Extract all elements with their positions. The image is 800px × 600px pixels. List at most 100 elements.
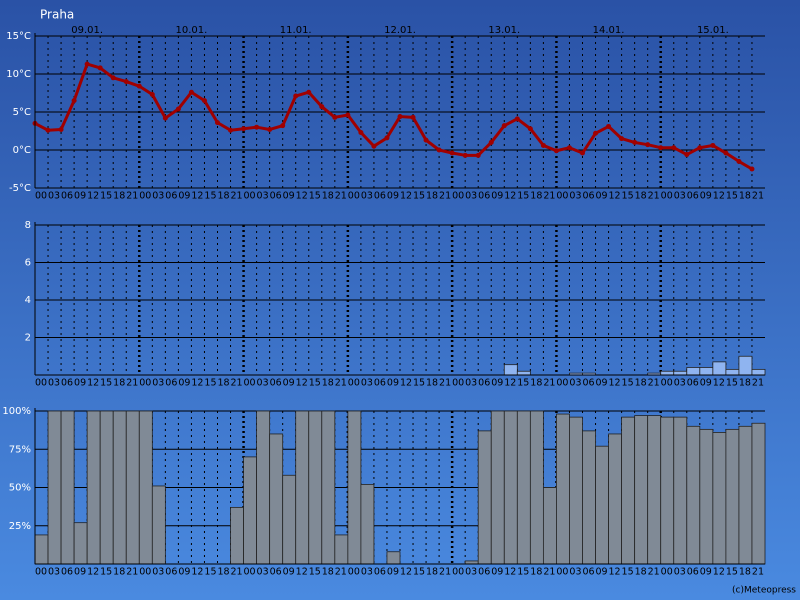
x-tick-label: 06 (374, 378, 386, 389)
bar (725, 368, 740, 376)
day-label: 13.01. (488, 25, 520, 36)
x-tick-label: 15 (517, 567, 529, 578)
x-tick-label: 18 (322, 567, 334, 578)
x-tick-label: 12 (191, 378, 203, 389)
point (501, 123, 507, 129)
x-tick-label: 03 (465, 378, 477, 389)
bar (595, 445, 609, 565)
x-tick-label: 12 (87, 191, 99, 202)
bar (360, 484, 375, 565)
y-tick-label: 6 (25, 258, 31, 269)
bar (712, 361, 727, 376)
bar (47, 410, 62, 565)
x-tick-label: 00 (348, 378, 360, 389)
x-tick-label: 06 (582, 567, 594, 578)
credit: (c)Meteopress (732, 586, 796, 596)
point (136, 83, 142, 89)
x-tick-label: 00 (35, 378, 47, 389)
x-tick-label: 09 (178, 567, 190, 578)
x-tick-label: 00 (35, 191, 47, 202)
x-tick-label: 00 (661, 567, 673, 578)
x-tick-label: 09 (595, 191, 607, 202)
x-tick-label: 12 (191, 567, 203, 578)
x-tick-label: 03 (152, 378, 164, 389)
x-tick-label: 06 (374, 567, 386, 578)
point (488, 139, 494, 145)
point (319, 104, 325, 110)
point (580, 150, 585, 156)
bar (686, 367, 701, 376)
bar (112, 410, 127, 565)
x-tick-label: 03 (48, 567, 60, 578)
bar (699, 367, 714, 376)
x-tick-label: 21 (439, 191, 451, 202)
x-tick-label: 15 (413, 378, 425, 389)
x-tick-label: 03 (569, 378, 581, 389)
bar (556, 413, 570, 565)
x-tick-label: 00 (556, 378, 568, 389)
x-tick-label: 00 (556, 191, 568, 202)
x-tick-label: 00 (661, 378, 673, 389)
x-tick-label: 03 (152, 567, 164, 578)
day-label: 15.01. (697, 25, 729, 36)
bar (569, 416, 583, 565)
x-tick-label: 12 (504, 191, 516, 202)
bar (321, 410, 336, 565)
x-tick-label: 09 (387, 567, 399, 578)
bar (738, 355, 753, 376)
point (697, 145, 703, 151)
x-tick-label: 03 (674, 378, 686, 389)
x-tick-label: 15 (100, 191, 112, 202)
x-tick-label: 12 (609, 567, 621, 578)
x-tick-label: 06 (165, 567, 177, 578)
x-tick-label: 06 (687, 378, 699, 389)
point (397, 114, 403, 120)
x-tick-label: 06 (61, 191, 73, 202)
x-tick-label: 21 (648, 567, 660, 578)
point (175, 106, 181, 112)
bar (477, 430, 492, 565)
x-tick-label: 03 (48, 378, 60, 389)
bar (738, 425, 753, 565)
chart-title: Praha (40, 8, 74, 22)
x-tick-label: 18 (113, 567, 125, 578)
x-tick-label: 12 (713, 191, 725, 202)
bar (86, 410, 101, 565)
x-tick-label: 21 (126, 191, 138, 202)
x-tick-label: 18 (217, 567, 229, 578)
point (645, 142, 651, 148)
x-tick-label: 21 (648, 378, 660, 389)
bar (295, 410, 310, 565)
x-tick-label: 18 (739, 378, 751, 389)
x-tick-label: 12 (609, 191, 621, 202)
x-tick-label: 15 (309, 378, 321, 389)
x-tick-label: 09 (283, 378, 295, 389)
point (149, 92, 155, 98)
point (215, 120, 220, 126)
x-tick-label: 21 (126, 567, 138, 578)
bar (660, 370, 675, 376)
x-tick-label: 21 (752, 567, 764, 578)
x-tick-label: 06 (374, 191, 386, 202)
x-tick-label: 09 (387, 191, 399, 202)
x-tick-label: 09 (700, 567, 712, 578)
day-label: 10.01. (176, 25, 208, 36)
point (97, 65, 103, 71)
x-tick-label: 03 (674, 567, 686, 578)
x-tick-label: 03 (674, 191, 686, 202)
point (619, 136, 625, 142)
x-tick-label: 09 (595, 378, 607, 389)
bar (712, 432, 727, 565)
x-tick-label: 06 (478, 567, 490, 578)
x-tick-label: 03 (465, 191, 477, 202)
x-tick-label: 15 (100, 567, 112, 578)
x-tick-label: 12 (296, 378, 308, 389)
point (606, 123, 612, 129)
point (254, 124, 260, 130)
x-tick-label: 03 (465, 567, 477, 578)
x-tick-label: 18 (426, 378, 438, 389)
x-tick-label: 18 (426, 567, 438, 578)
x-tick-label: 21 (752, 191, 764, 202)
x-tick-label: 18 (322, 378, 334, 389)
x-tick-label: 00 (35, 567, 47, 578)
